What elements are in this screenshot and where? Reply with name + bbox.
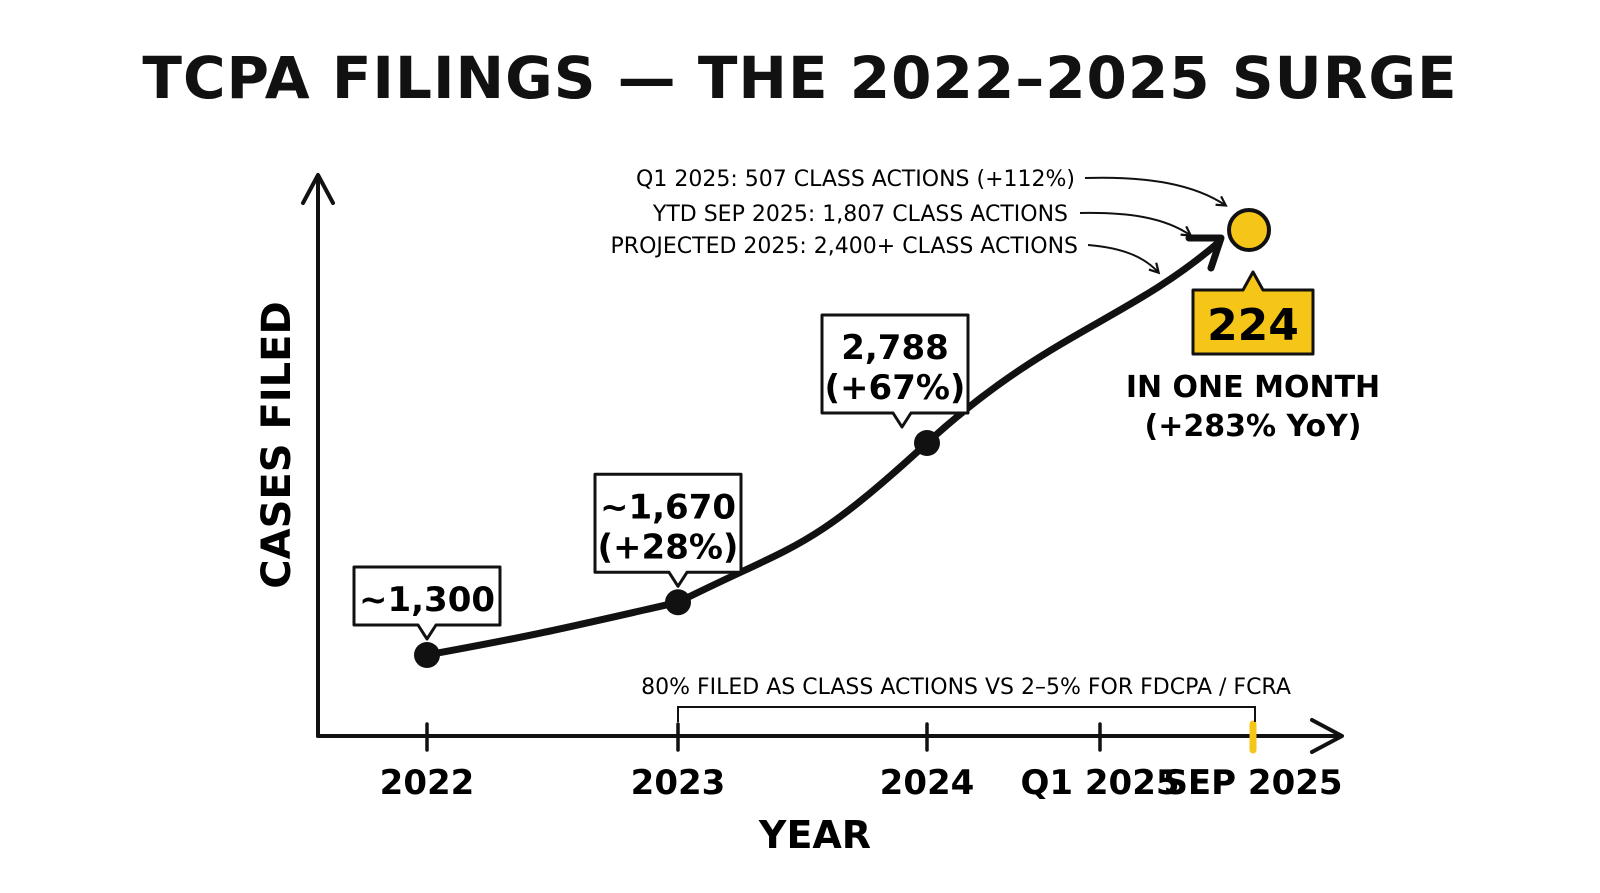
callout-box — [593, 472, 743, 588]
highlight-value: 224 — [1207, 300, 1299, 351]
class-action-bracket: 80% FILED AS CLASS ACTIONS VS 2–5% FOR F… — [641, 675, 1291, 722]
bracket-label: 80% FILED AS CLASS ACTIONS VS 2–5% FOR F… — [641, 675, 1291, 700]
highlight-note-2: (+283% YoY) — [1145, 409, 1362, 444]
bracket-line — [677, 706, 1256, 722]
x-axis-label: YEAR — [758, 813, 871, 857]
data-points — [414, 430, 940, 668]
annotation-ytd-sep-2025: YTD SEP 2025: 1,807 CLASS ACTIONS — [652, 202, 1068, 227]
y-axis-arrowhead — [301, 173, 335, 205]
annotation-arrow-1 — [1084, 176, 1225, 205]
data-point — [914, 430, 940, 456]
highlight-value-box — [1191, 270, 1315, 356]
highlight-note-1: IN ONE MONTH — [1126, 370, 1380, 405]
x-tick-label: Q1 2025 — [1020, 763, 1179, 803]
data-point — [414, 642, 440, 668]
callout-label: (+28%) — [598, 527, 739, 567]
x-axis-arrowhead — [1310, 718, 1344, 754]
callout-box — [820, 313, 970, 429]
y-axis-label: CASES FILED — [254, 301, 300, 588]
annotations: Q1 2025: 507 CLASS ACTIONS (+112%) YTD S… — [611, 167, 1225, 272]
callout-label: ~1,300 — [359, 580, 495, 620]
data-callouts: ~1,300 ~1,670(+28%) 2,788(+67%) — [352, 313, 970, 641]
data-point — [665, 589, 691, 616]
callout-label: (+67%) — [825, 368, 966, 408]
annotation-q1-2025: Q1 2025: 507 CLASS ACTIONS (+112%) — [636, 167, 1075, 192]
trend-arrowhead — [1185, 234, 1225, 272]
x-tick-label: 2023 — [631, 763, 726, 803]
x-tick-label: 2024 — [880, 763, 975, 803]
annotation-arrow-2 — [1079, 211, 1190, 235]
highlight-point — [1227, 208, 1271, 252]
annotation-arrow-3 — [1087, 244, 1158, 272]
callout-box — [352, 565, 502, 641]
annotation-projected-2025: PROJECTED 2025: 2,400+ CLASS ACTIONS — [611, 234, 1078, 259]
trend-line — [423, 238, 1223, 659]
x-tick-label: SEP 2025 — [1163, 763, 1342, 803]
highlight-group: 224 IN ONE MONTH (+283% YoY) — [1126, 208, 1380, 444]
chart-title: TCPA FILINGS — THE 2022–2025 SURGE — [142, 44, 1458, 112]
x-tick-label: 2022 — [380, 763, 475, 803]
callout-label: ~1,670 — [600, 487, 736, 527]
callout-label: 2,788 — [841, 328, 949, 368]
